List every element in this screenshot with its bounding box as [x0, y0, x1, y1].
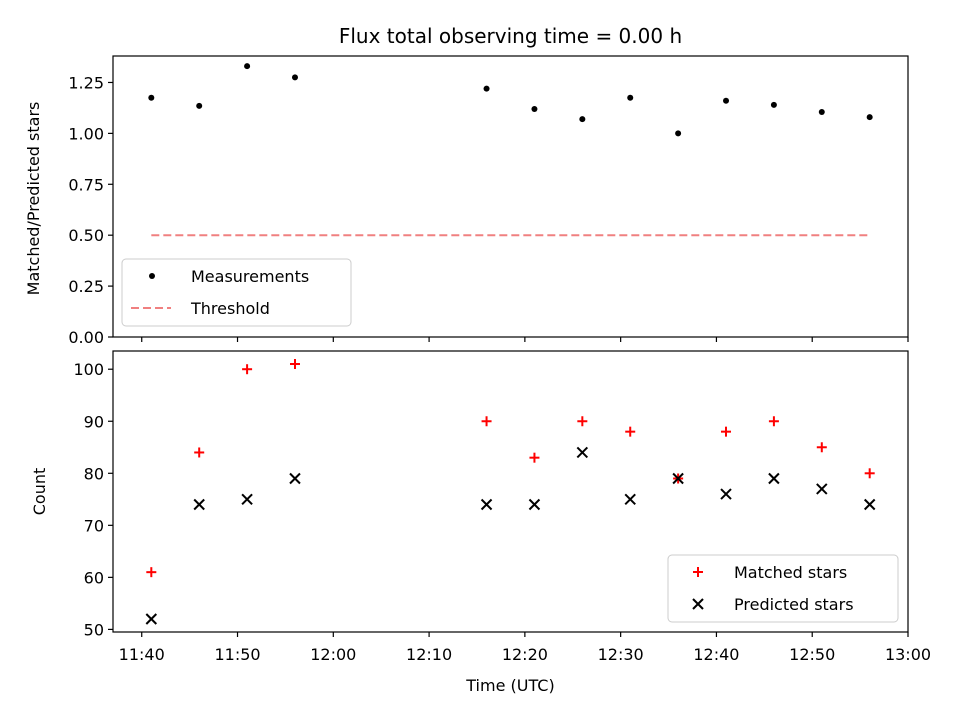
y-tick-label: 80 — [84, 464, 104, 483]
measurement-point — [531, 105, 538, 112]
x-tick-label: 12:40 — [693, 645, 739, 664]
predicted-star-point-b — [624, 493, 636, 506]
bottom-legend: Matched stars Predicted stars — [667, 554, 899, 623]
y-tick-label: 70 — [84, 516, 104, 535]
predicted-star-point-b — [193, 498, 205, 511]
predicted-star-point — [863, 498, 876, 511]
y-tick-label: 1.00 — [68, 124, 104, 143]
legend-matched-swatch — [693, 567, 703, 577]
predicted-star-point — [816, 483, 828, 495]
predicted-star-point-b — [863, 498, 876, 511]
x-tick-label: 13:00 — [885, 645, 931, 664]
predicted-star-point-b — [768, 472, 780, 485]
x-tick-label: 11:50 — [214, 645, 260, 664]
bottom-plot-area: 50 60 70 80 90 100 11:40 11:50 12:00 12:10 12:20 12… — [73, 350, 931, 664]
y-tick-label: 0.25 — [68, 277, 104, 296]
y-tick-label: 50 — [84, 620, 104, 639]
matched-star-point — [194, 447, 205, 458]
measurement-point — [483, 85, 490, 92]
x-tick-label: 12:30 — [598, 645, 644, 664]
matched-star-point — [481, 416, 492, 427]
predicted-star-point — [241, 493, 253, 506]
predicted-star-point — [720, 488, 732, 500]
predicted-star-point-b — [528, 498, 541, 511]
matched-star-point — [625, 426, 636, 437]
predicted-star-point — [193, 498, 205, 511]
measurement-point — [675, 130, 682, 137]
predicted-star-point-b — [720, 488, 732, 500]
measurement-point — [291, 74, 298, 81]
matched-star-point — [242, 364, 253, 375]
top-y-axis-label: Matched/Predicted stars — [24, 102, 43, 296]
matched-star-point — [146, 567, 157, 578]
predicted-star-point — [145, 613, 158, 625]
predicted-star-point-b — [289, 472, 301, 485]
measurement-point — [148, 94, 155, 101]
x-tick-label: 12:00 — [310, 645, 356, 664]
measurement-point — [627, 94, 634, 101]
y-tick-label: 90 — [84, 412, 104, 431]
legend-label: Matched stars — [734, 563, 847, 582]
y-tick-label: 1.25 — [68, 73, 104, 92]
bottom-x-axis-label: Time (UTC) — [465, 676, 554, 695]
matched-star-point — [864, 468, 875, 479]
x-tick-label: 12:20 — [502, 645, 548, 664]
y-tick-label: 100 — [73, 360, 104, 379]
predicted-star-point — [672, 472, 684, 485]
x-tick-label: 12:10 — [406, 645, 452, 664]
x-tick-label: 11:40 — [119, 645, 165, 664]
legend-box — [667, 554, 899, 623]
y-tick-label: 0.00 — [68, 328, 104, 347]
y-tick-label: 0.75 — [68, 175, 104, 194]
predicted-star-point-b — [145, 613, 158, 625]
measurement-point — [723, 97, 730, 104]
predicted-star-point — [528, 498, 541, 511]
legend-label: Measurements — [191, 267, 309, 286]
plot-frame — [112, 350, 909, 633]
chart-title: Flux total observing time = 0.00 h — [339, 24, 682, 48]
legend-predicted-swatch-b — [692, 598, 704, 610]
matched-star-point — [721, 426, 732, 437]
predicted-star-point — [576, 446, 589, 459]
predicted-star-point — [480, 498, 493, 511]
measurement-point — [244, 63, 251, 70]
predicted-star-point-b — [576, 446, 589, 459]
matched-star-point — [289, 359, 300, 370]
predicted-star-point-b — [480, 498, 493, 511]
measurement-point — [866, 114, 873, 121]
measurement-point — [818, 108, 825, 115]
predicted-star-point-b — [241, 493, 253, 506]
top-legend: Measurements Threshold — [121, 258, 352, 327]
predicted-star-point — [289, 472, 301, 485]
legend-label: Threshold — [190, 299, 270, 318]
predicted-star-point-b — [816, 483, 828, 495]
matched-star-point — [529, 452, 540, 463]
star-count-chart: Count Time (UTC) 50 60 70 80 90 100 11:40 11:50… — [30, 350, 931, 695]
predicted-star-point — [624, 493, 636, 506]
measurement-point — [770, 101, 777, 108]
legend-label: Predicted stars — [734, 595, 854, 614]
predicted-star-point — [768, 472, 780, 485]
predicted-star-point-b — [672, 472, 684, 485]
matched-star-point — [577, 416, 588, 427]
measurement-point — [579, 116, 586, 123]
legend-predicted-swatch — [692, 598, 704, 610]
matched-star-point — [768, 416, 779, 427]
y-tick-label: 60 — [84, 568, 104, 587]
x-tick-label: 12:50 — [789, 645, 835, 664]
legend-measurement-swatch — [149, 273, 155, 279]
y-tick-label: 0.50 — [68, 226, 104, 245]
flux-ratio-chart: Flux total observing time = 0.00 h Match… — [24, 24, 909, 347]
top-plot-area: 0.00 0.25 0.50 0.75 1.00 1.25 — [68, 55, 909, 347]
matched-star-point — [816, 442, 827, 453]
bottom-y-axis-label: Count — [30, 468, 49, 516]
measurement-point — [196, 102, 203, 109]
plot-frame — [112, 55, 909, 338]
legend-box — [121, 258, 352, 327]
